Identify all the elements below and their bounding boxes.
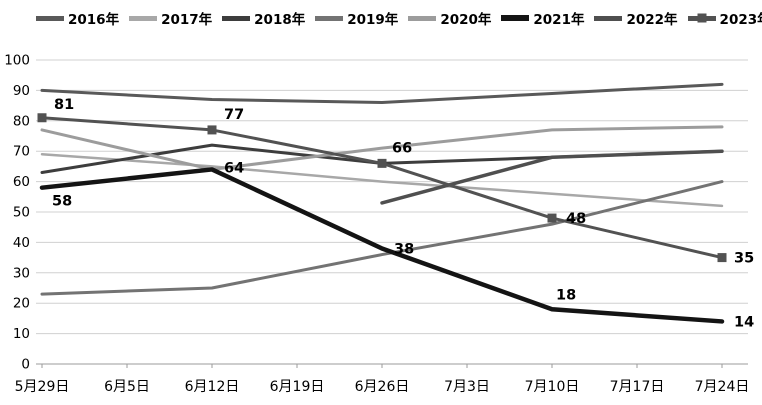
legend-label: 2016年 xyxy=(68,12,120,28)
y-axis-tick-label: 90 xyxy=(13,83,30,99)
series-line-2022年 xyxy=(380,149,724,205)
series-marker-2023年 xyxy=(37,113,47,123)
legend-swatch-icon xyxy=(594,15,623,21)
y-axis-tick-label: 10 xyxy=(13,326,30,342)
y-axis-tick-label: 40 xyxy=(13,235,30,251)
series-line-2020年 xyxy=(40,125,724,171)
data-label-2021年: 38 xyxy=(394,241,414,257)
series-line-2021年 xyxy=(39,167,725,324)
data-label-2023年: 81 xyxy=(54,97,74,113)
x-axis-tick-label: 7月24日 xyxy=(695,379,750,395)
series-line-2016年 xyxy=(40,82,724,105)
legend-label: 2019年 xyxy=(347,12,399,28)
legend-item-2017年: 2017年 xyxy=(129,8,212,28)
legend-label: 2023年 xyxy=(719,12,762,28)
data-label-2021年: 18 xyxy=(556,287,576,303)
data-label-2023年: 77 xyxy=(224,107,244,123)
y-axis-tick-label: 50 xyxy=(13,205,30,221)
x-axis-tick-label: 6月26日 xyxy=(355,379,410,395)
series-line-2023年 xyxy=(40,116,724,260)
legend-item-2016年: 2016年 xyxy=(36,8,119,28)
x-axis-tick-label: 5月29日 xyxy=(15,379,70,395)
series-marker-2023年 xyxy=(547,213,557,223)
legend-label: 2022年 xyxy=(626,12,678,28)
y-axis-tick-label: 20 xyxy=(13,296,30,312)
series-line-2017年 xyxy=(40,152,724,208)
legend-item-2021年: 2021年 xyxy=(501,8,584,28)
legend-swatch-icon xyxy=(408,15,437,21)
x-axis-tick-label: 6月19日 xyxy=(270,379,325,395)
legend-label: 2017年 xyxy=(161,12,213,28)
y-axis-tick-label: 30 xyxy=(13,265,30,281)
legend-swatch-icon xyxy=(501,15,530,21)
legend-label: 2018年 xyxy=(254,12,306,28)
x-axis-tick-label: 7月17日 xyxy=(610,379,665,395)
x-axis-tick-label: 7月3日 xyxy=(444,379,490,395)
legend-item-2018年: 2018年 xyxy=(222,8,305,28)
chart-legend: 2016年 2017年 2018年 2019年 2020年 2021年 2022年 2023年 xyxy=(36,8,762,28)
data-label-2021年: 58 xyxy=(52,194,72,210)
series-marker-2023年 xyxy=(207,125,217,135)
legend-swatch-icon xyxy=(129,15,158,21)
y-axis-tick-label: 60 xyxy=(13,174,30,190)
legend-item-2020年: 2020年 xyxy=(408,8,491,28)
legend-swatch-icon xyxy=(36,15,64,21)
legend-item-2023年: 2023年 xyxy=(687,8,762,28)
legend-label: 2021年 xyxy=(533,12,585,28)
legend-swatch-icon xyxy=(222,15,251,21)
data-label-2023年: 66 xyxy=(392,140,412,156)
data-label-2021年: 64 xyxy=(224,160,244,176)
x-axis-tick-label: 7月10日 xyxy=(525,379,580,395)
y-axis-tick-label: 70 xyxy=(13,144,30,160)
legend-label: 2020年 xyxy=(440,12,492,28)
series-marker-2023年 xyxy=(377,158,387,168)
data-label-2023年: 48 xyxy=(566,211,586,227)
data-label-2023年: 35 xyxy=(734,251,754,267)
y-axis-tick-label: 80 xyxy=(13,113,30,129)
legend-item-2022年: 2022年 xyxy=(594,8,678,28)
series-marker-2023年 xyxy=(717,253,727,263)
legend-swatch-icon xyxy=(315,15,344,21)
x-axis-tick-label: 6月5日 xyxy=(104,379,150,395)
legend-item-2019年: 2019年 xyxy=(315,8,398,28)
series-line-2019年 xyxy=(40,180,724,296)
legend-swatch-icon xyxy=(687,13,716,23)
y-axis-tick-label: 0 xyxy=(21,357,30,373)
data-label-2021年: 14 xyxy=(734,314,754,330)
y-axis-tick-label: 100 xyxy=(4,53,30,69)
legend-square-marker-icon xyxy=(697,13,707,23)
x-axis-tick-label: 6月12日 xyxy=(185,379,240,395)
